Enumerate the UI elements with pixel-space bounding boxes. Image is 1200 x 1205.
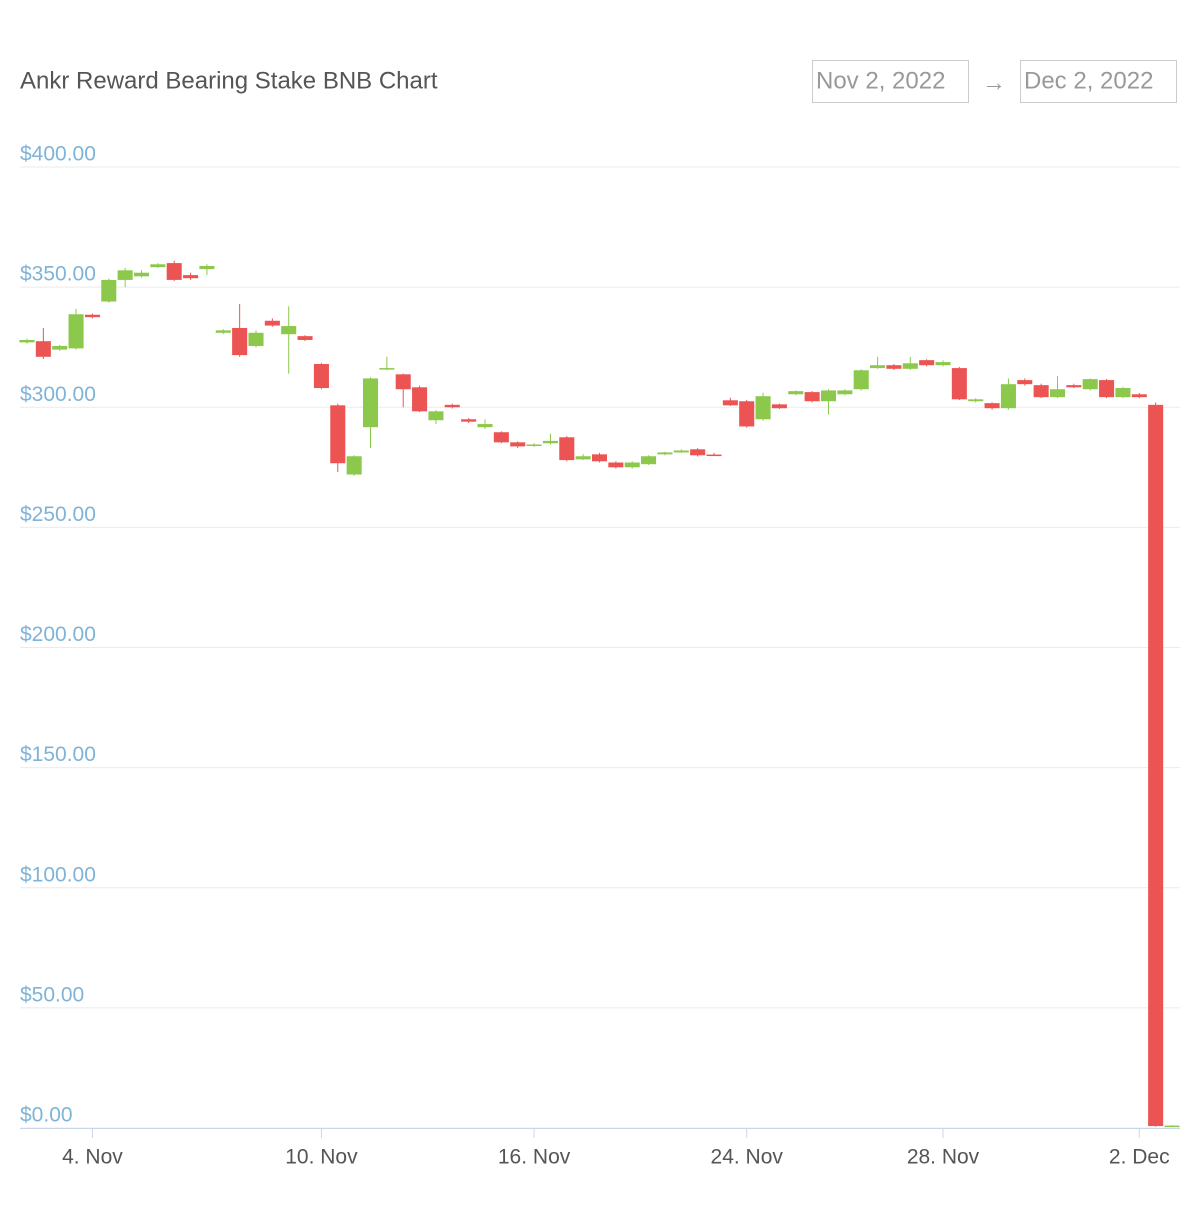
candle-body bbox=[837, 390, 853, 395]
candle-body bbox=[444, 404, 460, 408]
candle-body bbox=[575, 456, 591, 460]
y-tick-label: $200.00 bbox=[20, 623, 96, 646]
candle-body bbox=[150, 264, 166, 268]
candle-body bbox=[886, 365, 902, 369]
candle-body bbox=[624, 462, 640, 468]
candle-body bbox=[133, 272, 150, 277]
candle-body bbox=[166, 263, 182, 280]
y-tick-label: $350.00 bbox=[20, 263, 96, 286]
candle-body bbox=[542, 440, 558, 444]
candle-body bbox=[313, 364, 329, 389]
candle-body bbox=[1000, 384, 1016, 409]
candle-body bbox=[281, 326, 297, 335]
candle-body bbox=[362, 378, 379, 428]
candle-body bbox=[199, 265, 215, 270]
candle-body bbox=[1099, 380, 1115, 398]
range-end[interactable]: Dec 2, 2022 bbox=[1024, 67, 1153, 94]
candle-body bbox=[248, 332, 264, 346]
candle-body bbox=[804, 392, 820, 402]
candle-body bbox=[968, 399, 984, 402]
candle-body bbox=[526, 444, 542, 446]
x-tick-label: 2. Dec bbox=[1109, 1146, 1170, 1169]
candle-body bbox=[395, 374, 411, 390]
y-tick-label: $250.00 bbox=[20, 503, 96, 526]
candle-body bbox=[902, 363, 918, 369]
candle-body bbox=[608, 462, 624, 468]
candle-body bbox=[1131, 394, 1147, 398]
candle-body bbox=[35, 341, 51, 357]
chart-title: Ankr Reward Bearing Stake BNB Chart bbox=[20, 67, 438, 94]
candle-body bbox=[183, 275, 199, 279]
candle-body bbox=[346, 456, 362, 475]
candle-body bbox=[690, 449, 706, 456]
candle-body bbox=[1082, 379, 1098, 390]
range-end-box[interactable] bbox=[1020, 60, 1177, 103]
candle-body bbox=[84, 314, 100, 318]
candle-body bbox=[706, 454, 722, 457]
candle-body bbox=[510, 442, 526, 447]
candle-body bbox=[330, 405, 346, 464]
candle-body bbox=[1066, 385, 1082, 388]
candle-body bbox=[379, 368, 395, 370]
y-tick-label: $0.00 bbox=[20, 1104, 73, 1127]
candle-body bbox=[297, 336, 313, 340]
range-start-box[interactable] bbox=[812, 60, 969, 103]
candle-body bbox=[215, 330, 231, 333]
candle-body bbox=[19, 339, 35, 343]
candle-body bbox=[1148, 404, 1164, 1127]
y-tick-label: $50.00 bbox=[20, 983, 84, 1006]
candle-body bbox=[1164, 1125, 1180, 1128]
candle-body bbox=[1115, 388, 1131, 398]
candle-body bbox=[984, 403, 1000, 409]
candle-body bbox=[477, 424, 493, 428]
candle-body bbox=[935, 362, 951, 366]
candle-body bbox=[820, 390, 837, 402]
candle-body bbox=[412, 387, 428, 412]
candle-body bbox=[641, 456, 657, 465]
candle-body bbox=[591, 454, 608, 462]
candle-body bbox=[1033, 385, 1049, 398]
candle-body bbox=[461, 419, 477, 422]
candle-body bbox=[951, 368, 967, 400]
candle-body bbox=[101, 279, 117, 302]
range-separator: → bbox=[982, 69, 1006, 96]
candle-body bbox=[68, 314, 84, 349]
candle-body bbox=[264, 320, 280, 326]
candle-body bbox=[673, 450, 689, 453]
candle-body bbox=[919, 360, 935, 366]
candle-body bbox=[739, 401, 755, 427]
candle-body bbox=[771, 404, 787, 409]
x-tick-label: 24. Nov bbox=[711, 1146, 784, 1169]
candle-body bbox=[428, 411, 444, 421]
y-tick-label: $300.00 bbox=[20, 383, 96, 406]
candle-body bbox=[232, 327, 248, 356]
candle-body bbox=[1017, 380, 1033, 385]
candle-body bbox=[559, 437, 575, 461]
candle-body bbox=[722, 400, 738, 406]
candle-body bbox=[788, 391, 804, 395]
x-tick-label: 10. Nov bbox=[285, 1146, 358, 1169]
candle-body bbox=[1049, 389, 1066, 398]
candle-body bbox=[52, 345, 68, 350]
y-tick-label: $150.00 bbox=[20, 743, 96, 766]
candle-body bbox=[117, 270, 133, 280]
candle-body bbox=[870, 365, 886, 369]
range-start[interactable]: Nov 2, 2022 bbox=[816, 67, 945, 94]
x-tick-label: 16. Nov bbox=[498, 1146, 571, 1169]
candle-body bbox=[853, 370, 869, 390]
candle-body bbox=[657, 452, 673, 455]
candle-body bbox=[755, 396, 771, 420]
y-tick-label: $100.00 bbox=[20, 863, 96, 886]
y-tick-label: $400.00 bbox=[20, 143, 96, 166]
x-tick-label: 28. Nov bbox=[907, 1146, 980, 1169]
candle-body bbox=[493, 432, 509, 443]
x-tick-label: 4. Nov bbox=[62, 1146, 123, 1169]
